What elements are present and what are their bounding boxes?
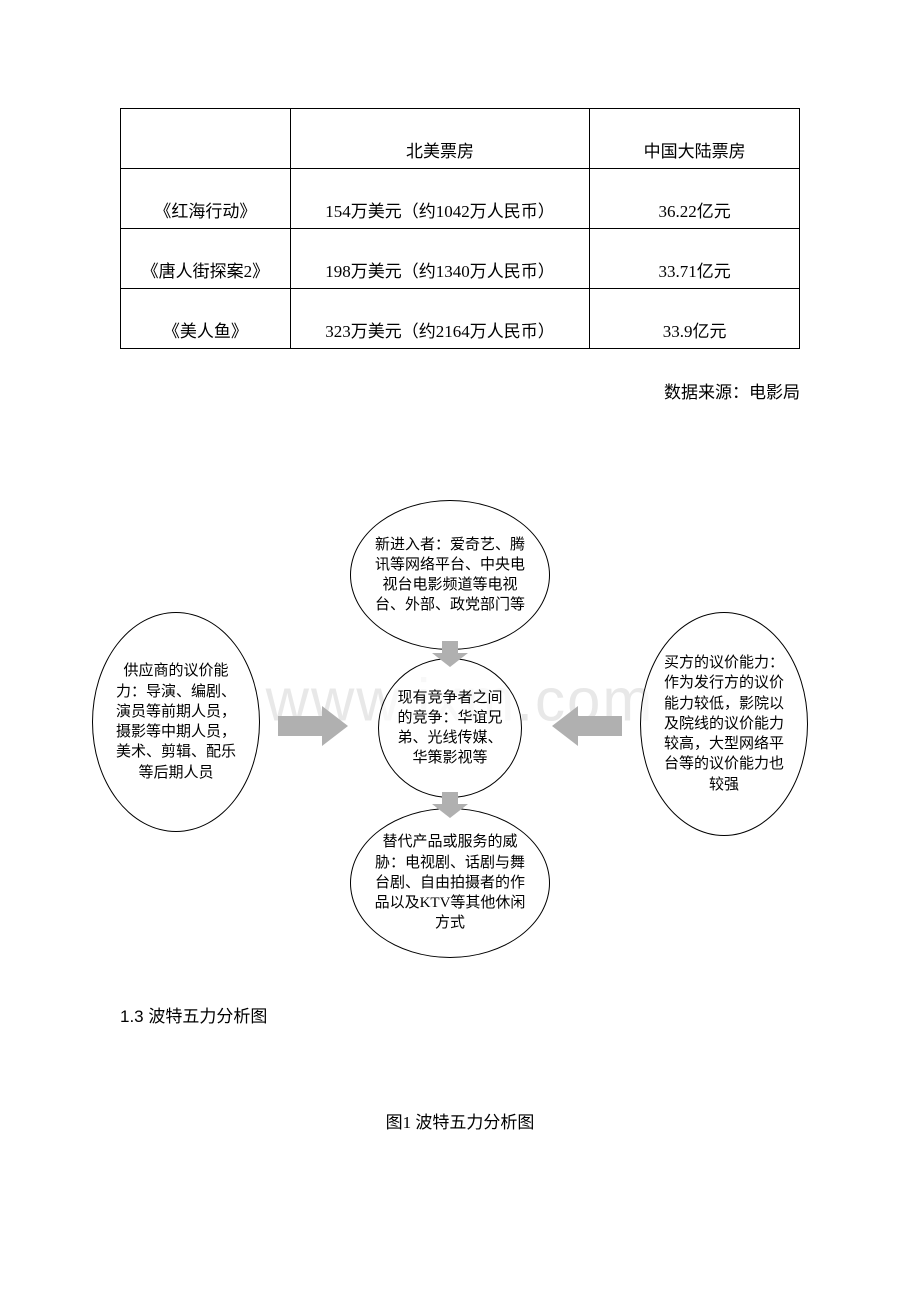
node-label: 替代产品或服务的威胁：电视剧、话剧与舞台剧、自由拍摄者的作品以及KTV等其他休闲… [371,832,529,933]
section-heading: 1.3 波特五力分析图 [120,1002,267,1027]
cell-cn-box: 36.22亿元 [590,169,800,229]
node-label: 新进入者：爱奇艺、腾讯等网络平台、中央电视台电影频道等电视台、外部、政党部门等 [371,535,529,616]
cell-na-box: 198万美元（约1340万人民币） [290,229,590,289]
header-cell-na: 北美票房 [290,109,590,169]
data-source-text: 数据来源：电影局 [664,378,800,403]
cell-movie-name: 《美人鱼》 [121,289,291,349]
node-buyers: 买方的议价能力：作为发行方的议价能力较低，影院以及院线的议价能力较高，大型网络平… [640,612,808,836]
node-new-entrants: 新进入者：爱奇艺、腾讯等网络平台、中央电视台电影频道等电视台、外部、政党部门等 [350,500,550,650]
node-label: 供应商的议价能力：导演、编剧、演员等前期人员，摄影等中期人员，美术、剪辑、配乐等… [115,661,237,783]
node-label: 现有竞争者之间的竞争：华谊兄弟、光线传媒、华策影视等 [393,688,507,769]
table-row: 《美人鱼》 323万美元（约2164万人民币） 33.9亿元 [121,289,800,349]
arrow-left-icon [552,706,622,746]
arrow-right-icon [278,706,348,746]
node-competitors: 现有竞争者之间的竞争：华谊兄弟、光线传媒、华策影视等 [378,658,522,798]
node-substitutes: 替代产品或服务的威胁：电视剧、话剧与舞台剧、自由拍摄者的作品以及KTV等其他休闲… [350,808,550,958]
table-row: 《唐人街探案2》 198万美元（约1340万人民币） 33.71亿元 [121,229,800,289]
porter-five-forces-diagram: 新进入者：爱奇艺、腾讯等网络平台、中央电视台电影频道等电视台、外部、政党部门等 … [0,500,920,1000]
arrow-down-icon [432,792,468,818]
figure-caption: 图1 波特五力分析图 [386,1108,535,1133]
cell-movie-name: 《唐人街探案2》 [121,229,291,289]
arrow-down-icon [432,641,468,667]
cell-cn-box: 33.9亿元 [590,289,800,349]
cell-cn-box: 33.71亿元 [590,229,800,289]
table-header-row: 北美票房 中国大陆票房 [121,109,800,169]
box-office-table: 北美票房 中国大陆票房 《红海行动》 154万美元（约1042万人民币） 36.… [120,108,800,349]
cell-na-box: 154万美元（约1042万人民币） [290,169,590,229]
cell-movie-name: 《红海行动》 [121,169,291,229]
header-cell-name [121,109,291,169]
node-suppliers: 供应商的议价能力：导演、编剧、演员等前期人员，摄影等中期人员，美术、剪辑、配乐等… [92,612,260,832]
table-row: 《红海行动》 154万美元（约1042万人民币） 36.22亿元 [121,169,800,229]
cell-na-box: 323万美元（约2164万人民币） [290,289,590,349]
node-label: 买方的议价能力：作为发行方的议价能力较低，影院以及院线的议价能力较高，大型网络平… [663,653,785,795]
header-cell-cn: 中国大陆票房 [590,109,800,169]
